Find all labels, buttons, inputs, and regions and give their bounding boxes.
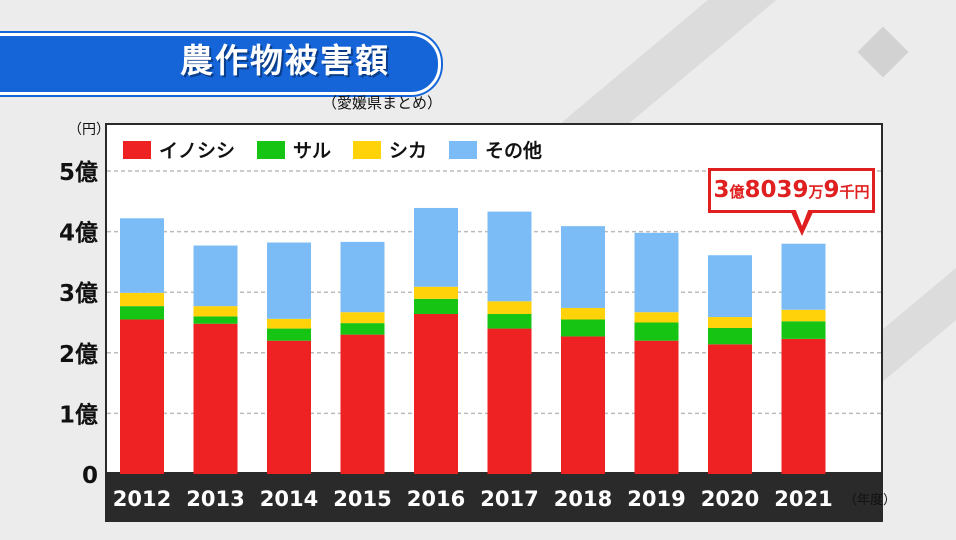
bar-segment-other	[781, 243, 826, 310]
bar-segment-shika	[561, 307, 605, 320]
bar-segment-other	[634, 232, 679, 313]
legend-label-shika: シカ	[389, 140, 428, 162]
bar-segment-shika	[781, 309, 826, 322]
bar-segment-other	[267, 242, 311, 319]
total-2021-callout: 3億8039万9千円	[708, 168, 875, 213]
bar-segment-other	[414, 207, 458, 287]
bar-segment-saru	[193, 316, 238, 324]
x-tick-label: 2015	[333, 487, 391, 511]
bar-segment-shika	[340, 312, 385, 324]
legend-item-saru: サル	[257, 136, 331, 163]
legend-swatch-inoshishi	[123, 140, 151, 159]
legend-label-other: その他	[485, 140, 543, 162]
bar-segment-inoshishi	[193, 323, 238, 474]
y-tick-label: 4億	[59, 220, 98, 247]
bar-segment-saru	[340, 323, 385, 335]
bar-segment-saru	[708, 327, 752, 345]
chart-legend: イノシシ サル シカ その他	[123, 136, 542, 163]
bar-segment-saru	[561, 319, 605, 337]
bar-segment-other	[487, 211, 532, 302]
bar-segment-saru	[267, 328, 311, 341]
y-axis-unit-label: （円）	[68, 122, 110, 138]
bar-segment-saru	[120, 306, 164, 320]
x-tick-label: 2021	[774, 487, 832, 511]
x-tick-label: 2019	[627, 487, 685, 511]
bar-segment-inoshishi	[561, 336, 605, 474]
bar-segment-saru	[487, 314, 532, 329]
bar-segment-other	[708, 255, 752, 318]
callout-unit-part: 千円	[839, 183, 870, 201]
x-tick-label: 2013	[186, 487, 244, 511]
callout-unit-part: 億	[729, 183, 745, 201]
page-title: 農作物被害額	[180, 41, 390, 80]
legend-item-inoshishi: イノシシ	[123, 136, 235, 163]
x-tick-label: 2020	[701, 487, 759, 511]
callout-pointer-inner	[795, 208, 809, 226]
bar-segment-other	[193, 245, 238, 307]
bar-segment-saru	[781, 321, 826, 339]
x-axis-strip	[105, 474, 883, 522]
y-tick-label: 0	[82, 463, 98, 489]
bar-segment-other	[120, 218, 164, 293]
bar-segment-inoshishi	[267, 340, 311, 474]
bar-segment-inoshishi	[414, 314, 458, 474]
title-banner	[0, 33, 441, 95]
y-tick-label: 3億	[59, 280, 98, 307]
bar-segment-inoshishi	[781, 338, 826, 474]
bar-segment-shika	[267, 318, 311, 329]
x-tick-label: 2012	[113, 487, 171, 511]
bar-segment-inoshishi	[120, 319, 164, 474]
bar-segment-inoshishi	[487, 328, 532, 474]
bar-segment-inoshishi	[708, 344, 752, 474]
legend-swatch-saru	[257, 140, 286, 159]
y-tick-label: 1億	[59, 401, 98, 428]
bar-segment-shika	[708, 317, 752, 328]
callout-unit-part: 万	[808, 183, 824, 201]
bar-segment-saru	[634, 322, 679, 341]
x-tick-label: 2016	[407, 487, 465, 511]
bar-segment-inoshishi	[634, 340, 679, 474]
y-tick-label: 5億	[59, 159, 98, 186]
legend-swatch-shika	[353, 140, 382, 159]
x-tick-label: 2017	[480, 487, 538, 511]
callout-value-part: 8039	[744, 177, 809, 203]
bar-segment-saru	[414, 298, 458, 315]
bar-segment-shika	[487, 301, 532, 315]
callout-value-part: 3	[713, 177, 730, 203]
x-axis-unit-label: （年度）	[844, 493, 897, 508]
bar-segment-shika	[120, 292, 164, 307]
x-tick-label: 2018	[554, 487, 612, 511]
legend-item-shika: シカ	[353, 136, 427, 163]
legend-label-saru: サル	[293, 140, 332, 162]
bar-segment-shika	[634, 312, 679, 323]
bar-segment-shika	[414, 286, 458, 299]
bar-segment-inoshishi	[340, 334, 385, 474]
legend-label-inoshishi: イノシシ	[159, 140, 236, 162]
bar-segment-shika	[193, 306, 238, 317]
x-tick-label: 2014	[260, 487, 318, 511]
callout-value-part: 9	[823, 177, 840, 203]
y-tick-label: 2億	[59, 341, 98, 368]
legend-item-other: その他	[449, 136, 542, 163]
legend-swatch-other	[449, 140, 478, 159]
chart-subtitle: （愛媛県まとめ）	[322, 94, 443, 112]
bar-segment-other	[561, 226, 605, 308]
bar-segment-other	[340, 241, 385, 313]
